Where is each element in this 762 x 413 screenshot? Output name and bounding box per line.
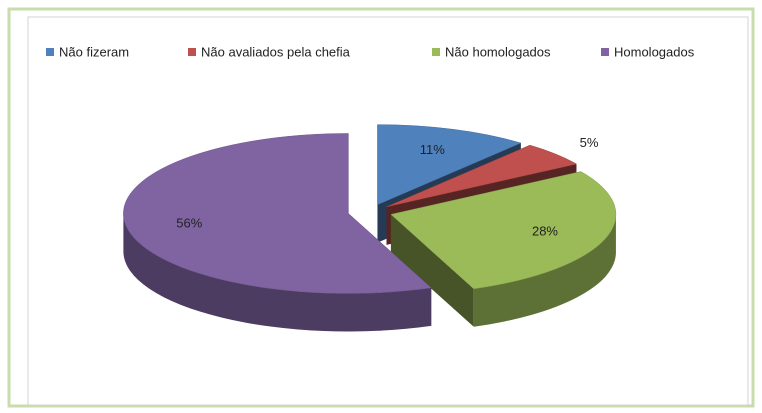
- slice: [386, 144, 578, 208]
- legend-swatch: [46, 48, 54, 56]
- data-label: 5%: [580, 135, 599, 150]
- legend-swatch: [601, 48, 609, 56]
- data-label: 28%: [532, 224, 558, 239]
- legend-swatch: [188, 48, 196, 56]
- slice-side: [390, 214, 474, 327]
- legend-label: Não fizeram: [59, 44, 129, 59]
- slice-wall: [473, 214, 616, 327]
- legend-label: Homologados: [614, 44, 695, 59]
- slice: [123, 133, 432, 294]
- data-label: 56%: [176, 216, 202, 231]
- slice: [377, 124, 522, 206]
- slice: [390, 171, 617, 290]
- legend-label: Não homologados: [445, 44, 551, 59]
- legend-swatch: [432, 48, 440, 56]
- data-label: 11%: [420, 142, 445, 157]
- legend-label: Não avaliados pela chefia: [201, 44, 351, 59]
- slice-wall: [123, 213, 432, 332]
